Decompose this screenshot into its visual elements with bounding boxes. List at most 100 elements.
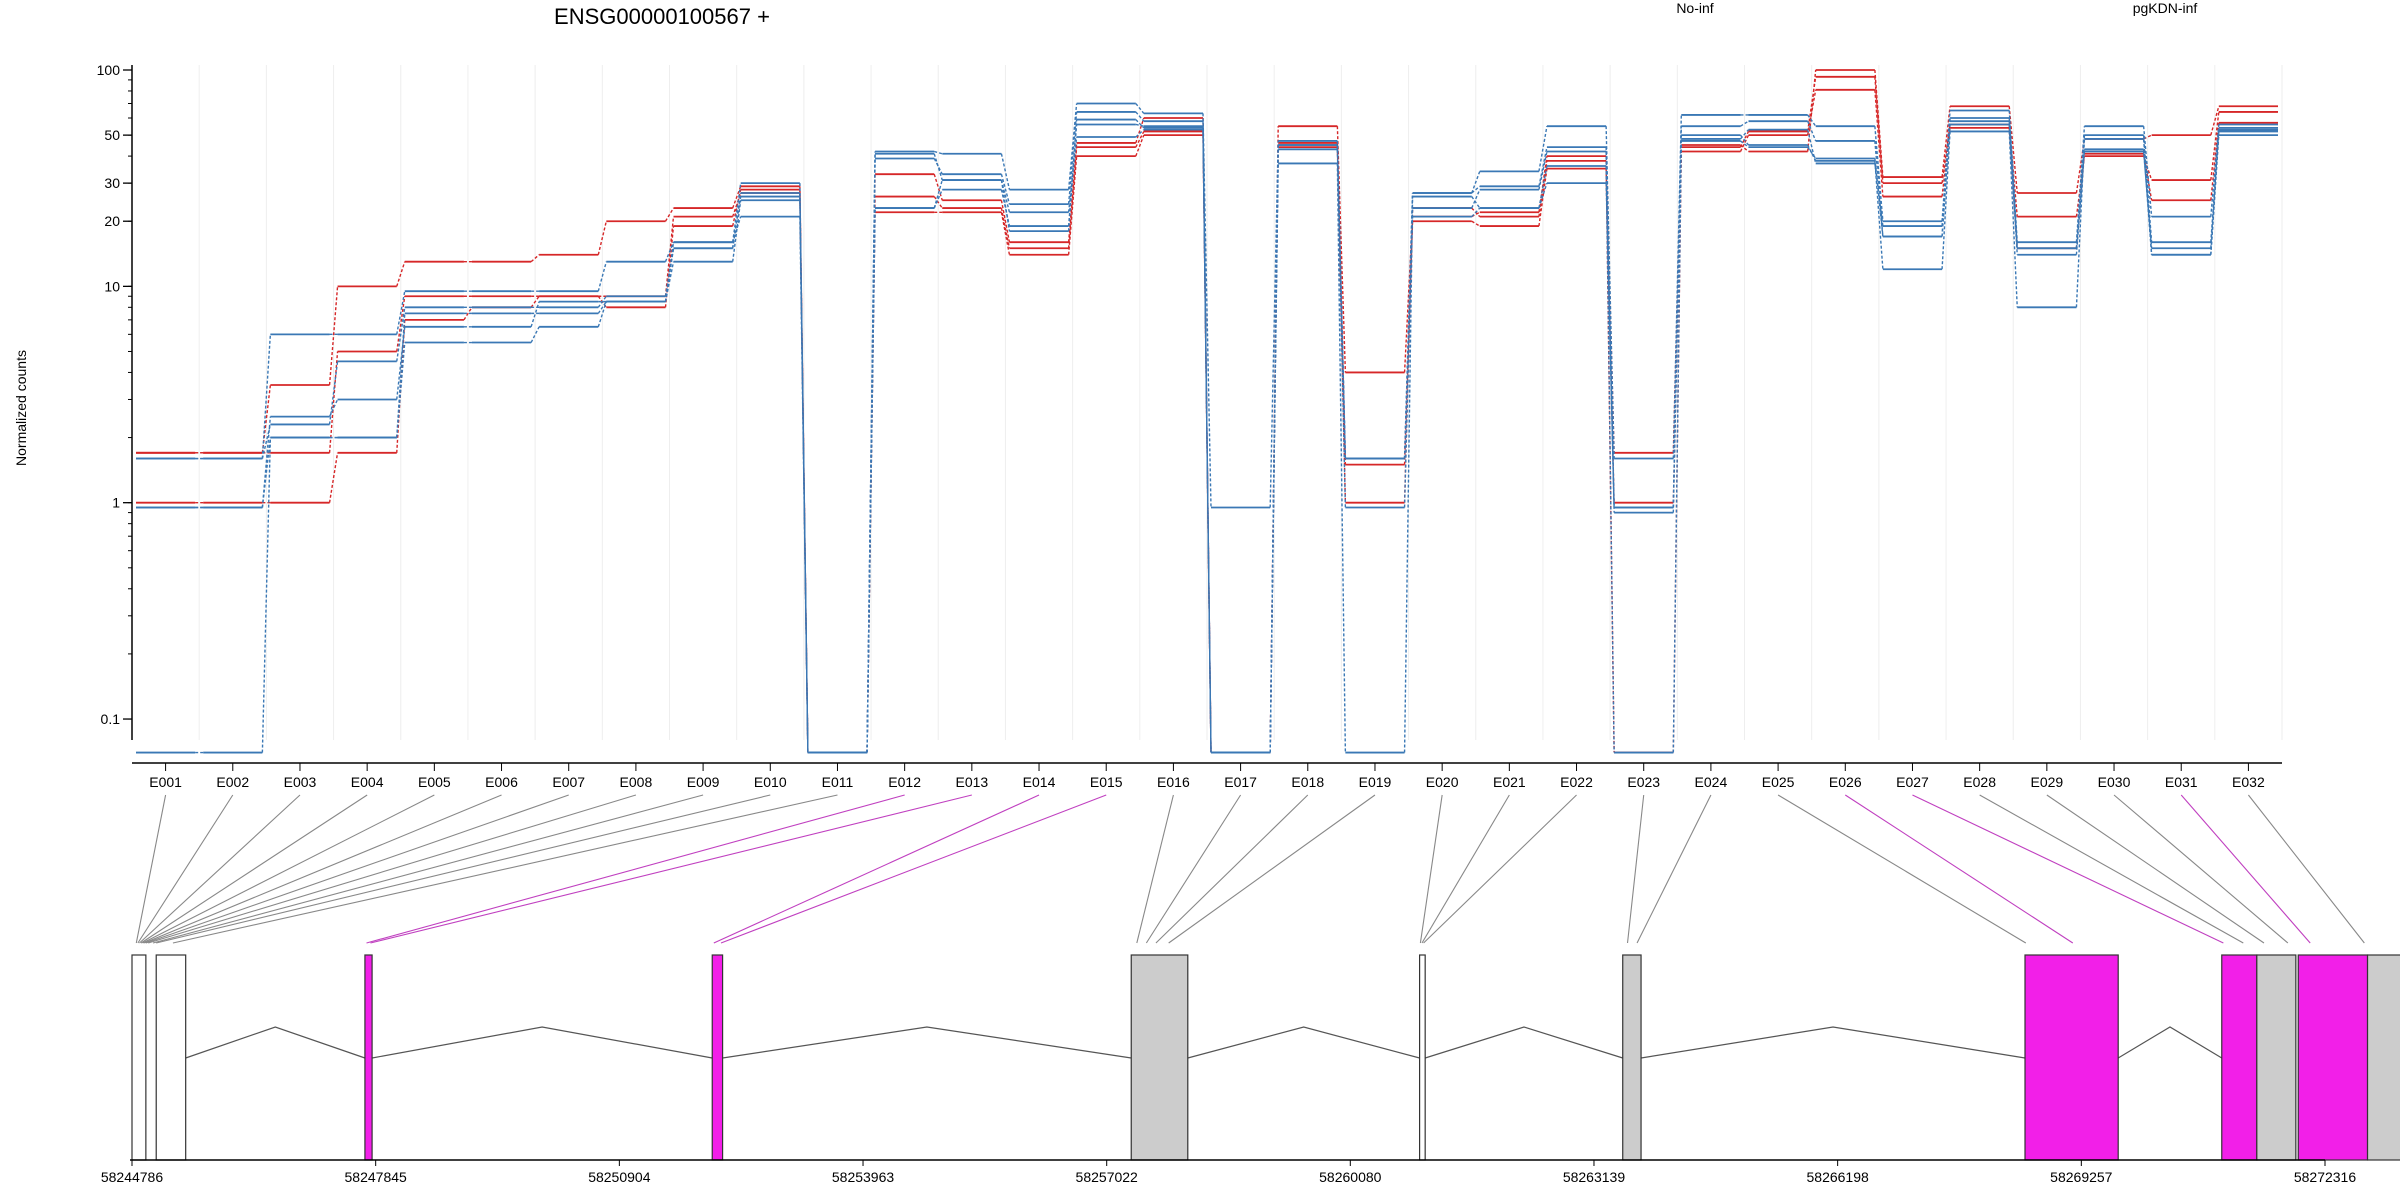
x-tick-label-E010: E010: [754, 774, 787, 790]
connector: [1739, 134, 1750, 152]
link-E014: [713, 794, 1040, 944]
link-E028: [1979, 794, 2244, 944]
connector: [1000, 212, 1011, 255]
position-tick-label: 58263139: [1563, 1169, 1626, 1185]
connector: [1000, 179, 1011, 213]
connector: [664, 207, 675, 222]
connector: [1538, 151, 1548, 190]
x-tick-label-E022: E022: [1560, 774, 1593, 790]
connector: [1538, 182, 1548, 209]
connector: [664, 216, 675, 297]
y-tick-label: 10: [104, 278, 120, 294]
connector: [2008, 131, 2018, 308]
link-E032: [2247, 794, 2365, 944]
connector: [1336, 163, 1347, 753]
intron: [1424, 1026, 1623, 1059]
x-tick-label-E021: E021: [1493, 774, 1526, 790]
connector: [933, 196, 943, 209]
link-E004: [140, 794, 368, 944]
x-tick-label-E018: E018: [1291, 774, 1324, 790]
link-E008: [148, 794, 637, 944]
link-E025: [1777, 794, 2027, 944]
connector: [1135, 103, 1145, 114]
connector: [261, 424, 272, 459]
position-tick-label: 58260080: [1319, 1169, 1382, 1185]
connector: [1135, 129, 1145, 138]
link-E010: [156, 794, 771, 944]
connector: [1874, 158, 1884, 237]
link-E027: [1912, 794, 2224, 944]
exon: [1622, 954, 1642, 1161]
connector: [1874, 160, 1884, 270]
connector: [731, 196, 742, 249]
connector: [2210, 111, 2220, 181]
connector: [1000, 207, 1011, 249]
connector: [530, 301, 540, 328]
connector: [1067, 111, 1078, 205]
connector: [1740, 144, 1749, 153]
connector: [1941, 121, 1951, 237]
x-tick-label-E023: E023: [1627, 774, 1660, 790]
connector: [1471, 185, 1481, 194]
intron: [2117, 1026, 2223, 1059]
connector: [530, 295, 540, 308]
y-tick-label: 1: [112, 495, 120, 511]
x-axis-exon-bins: E001 E002 E003 E004 E005 E006 E007 E008 E009 E010…: [132, 762, 2282, 790]
x-tick-label-E026: E026: [1829, 774, 1862, 790]
link-E011: [172, 794, 838, 944]
connector: [597, 301, 607, 314]
connector: [597, 261, 607, 292]
connector: [328, 399, 339, 417]
exon: [1130, 954, 1189, 1161]
connector: [799, 196, 809, 753]
connector: [328, 452, 339, 503]
exon: [364, 954, 373, 1161]
intron: [371, 1026, 713, 1059]
position-tick-label: 58247845: [345, 1169, 408, 1185]
connector: [597, 221, 607, 255]
connector: [1000, 179, 1011, 232]
series-pgkdn-inf-7: [136, 120, 2278, 754]
intron: [185, 1026, 366, 1059]
link-E002: [137, 794, 234, 944]
connector: [1067, 156, 1078, 255]
connector: [530, 254, 540, 263]
x-tick-label-E020: E020: [1426, 774, 1459, 790]
link-E019: [1168, 794, 1376, 944]
connector: [1807, 146, 1817, 159]
link-E020: [1419, 794, 1443, 944]
connector: [2210, 127, 2220, 249]
x-tick-label-E002: E002: [216, 774, 249, 790]
connector: [1471, 207, 1481, 218]
y-tick-label: 20: [104, 213, 120, 229]
connector: [396, 291, 406, 335]
link-E016: [1136, 794, 1174, 944]
connector: [1538, 160, 1548, 217]
exon: [2366, 954, 2400, 1161]
connector: [1135, 119, 1145, 129]
connector: [1000, 200, 1011, 243]
connector: [1538, 146, 1548, 187]
series-lines: [136, 69, 2278, 754]
connector: [396, 307, 406, 362]
connector: [2075, 151, 2086, 249]
link-E013: [370, 794, 972, 944]
connector: [1135, 123, 1144, 127]
x-tick-label-E014: E014: [1023, 774, 1056, 790]
connector: [2210, 122, 2220, 201]
bin-to-gene-links: [135, 794, 2365, 944]
intron: [722, 1026, 1132, 1059]
link-E023: [1626, 794, 1645, 944]
connector: [1538, 126, 1548, 172]
link-E021: [1421, 794, 1510, 944]
genomic-position-axis: 58244786 58247845 58250904 58253963 58257022…: [101, 1159, 2356, 1185]
x-tick-label-E025: E025: [1762, 774, 1795, 790]
connector: [1807, 114, 1817, 127]
connector: [934, 150, 943, 155]
connector: [1000, 173, 1011, 205]
x-tick-label-E017: E017: [1224, 774, 1257, 790]
connector: [2008, 121, 2018, 249]
connector: [2142, 135, 2153, 243]
exon: [2297, 954, 2369, 1161]
